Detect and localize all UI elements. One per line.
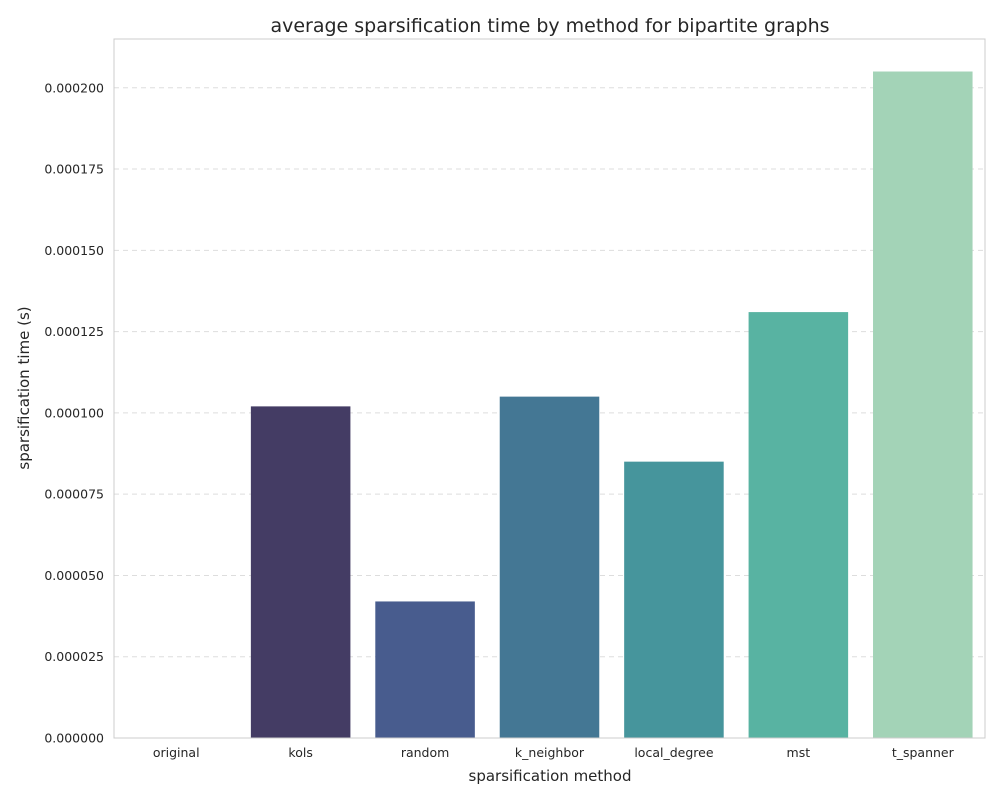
x-axis-ticks: original kols random k_neighbor local_degree… — [153, 745, 955, 760]
bars — [250, 71, 973, 739]
y-tick-label: 0.000125 — [44, 324, 104, 339]
y-tick-label: 0.000175 — [44, 162, 104, 177]
chart-title: average sparsification time by method fo… — [270, 15, 829, 37]
x-tick-label: kols — [288, 745, 312, 760]
y-tick-label: 0.000000 — [44, 731, 104, 746]
bar-t_spanner — [873, 71, 973, 739]
y-tick-label: 0.000025 — [44, 649, 104, 664]
x-tick-label: random — [401, 745, 449, 760]
x-tick-label: mst — [787, 745, 811, 760]
bar-random — [375, 601, 475, 738]
bar-mst — [748, 312, 849, 738]
bar-k_neighbor — [499, 396, 600, 738]
x-tick-label: k_neighbor — [515, 745, 585, 760]
x-tick-label: local_degree — [634, 745, 713, 760]
bar-local_degree — [624, 461, 724, 738]
x-tick-label: original — [153, 745, 200, 760]
y-tick-label: 0.000150 — [44, 243, 104, 258]
x-tick-label: t_spanner — [892, 745, 955, 760]
y-axis-ticks: 0.000000 0.000025 0.000050 0.000075 0.000100… — [44, 80, 104, 745]
plot-frame — [113, 38, 986, 739]
y-tick-label: 0.000200 — [44, 80, 104, 95]
bar-kols — [250, 406, 351, 738]
y-tick-label: 0.000050 — [44, 568, 104, 583]
y-tick-label: 0.000100 — [44, 405, 104, 420]
x-axis-label: sparsification method — [469, 767, 632, 785]
y-axis-label: sparsification time (s) — [15, 306, 33, 469]
y-tick-label: 0.000075 — [44, 487, 104, 502]
